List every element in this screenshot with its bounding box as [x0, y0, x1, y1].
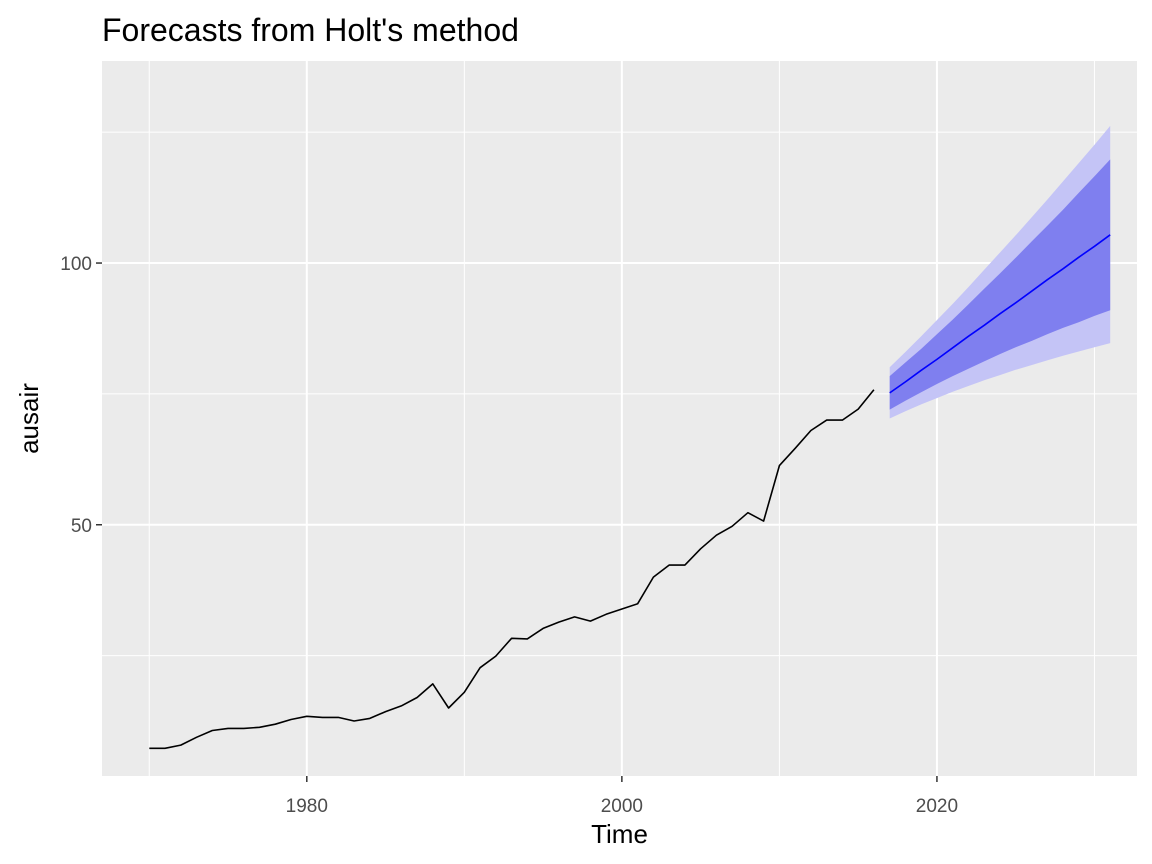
interval-80-band — [889, 159, 1111, 410]
major-gridlines — [102, 61, 1137, 776]
y-tick-label: 50 — [71, 516, 92, 537]
x-axis-title: Time — [591, 819, 648, 849]
series-lines — [149, 234, 1111, 750]
x-tick-label: 1980 — [286, 796, 328, 817]
y-axis-ticks: 50 100 — [60, 254, 102, 537]
y-tick-label: 100 — [60, 254, 92, 275]
forecast-line — [889, 234, 1111, 394]
x-axis-ticks: 1980 2000 2020 — [286, 776, 958, 817]
history-line — [149, 389, 875, 750]
prediction-interval-bands — [889, 125, 1111, 419]
x-tick-label: 2000 — [601, 796, 643, 817]
y-axis-title: ausair — [14, 383, 44, 454]
chart-title: Forecasts from Holt's method — [102, 12, 519, 48]
x-tick-label: 2020 — [916, 796, 958, 817]
plot-panel — [102, 61, 1137, 776]
